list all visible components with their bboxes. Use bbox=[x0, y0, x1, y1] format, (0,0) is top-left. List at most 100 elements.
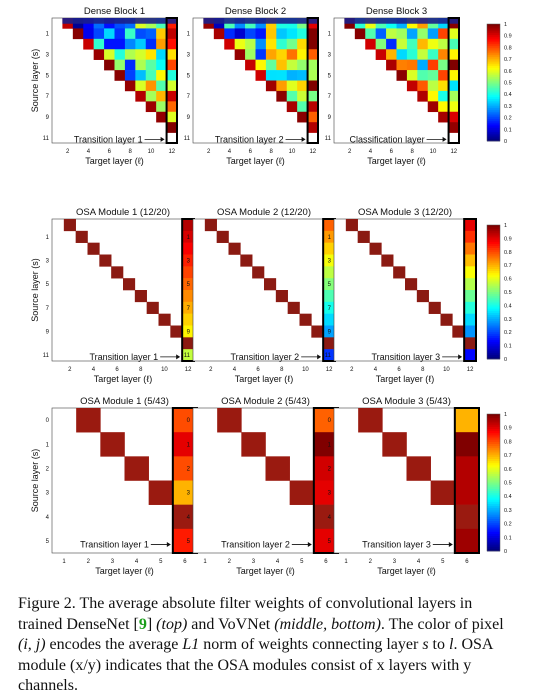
y-axis-label: Source layer (s) bbox=[30, 449, 40, 513]
heatmap-cell bbox=[396, 38, 408, 50]
colorbar-swatch bbox=[487, 44, 500, 47]
caption-text: and VoVNet bbox=[187, 615, 275, 633]
heatmap-cell bbox=[104, 38, 115, 50]
heatmap-cell bbox=[255, 28, 267, 40]
colorbar-swatch bbox=[487, 268, 500, 272]
colorbar-swatch bbox=[487, 71, 500, 74]
colorbar: 1 0.9 0.8 0.7 0.6 0.5 0.4 0.3 0.2 0.1 0 bbox=[486, 412, 512, 555]
heatmap-cell bbox=[323, 278, 336, 291]
y-tick-label: 11 bbox=[325, 136, 332, 142]
heatmap-cell bbox=[464, 278, 477, 291]
bottom-label: Classification layer bbox=[350, 134, 425, 144]
colorbar-swatch bbox=[487, 102, 500, 105]
colorbar-swatch bbox=[487, 319, 500, 322]
heatmap-cell bbox=[111, 266, 124, 279]
figure-row-2: OSA Module 1 (12/20) Transition layer 1 2 4… bbox=[30, 207, 512, 384]
colorbar-swatch bbox=[487, 439, 500, 443]
colorbar-swatch bbox=[487, 233, 500, 236]
colorbar-swatch bbox=[487, 126, 500, 129]
heatmap-cell bbox=[381, 254, 394, 267]
heatmap-cell bbox=[275, 290, 288, 303]
colorbar-swatch bbox=[487, 56, 500, 60]
colorbar-swatch bbox=[487, 302, 500, 305]
colorbar-swatch bbox=[487, 117, 500, 120]
heatmap-cell bbox=[145, 49, 157, 60]
x-tick-label: 5 bbox=[159, 559, 163, 565]
heatmap-cell bbox=[156, 111, 167, 123]
heatmap-cell bbox=[454, 528, 480, 554]
colorbar-swatch bbox=[487, 340, 500, 343]
colorbar-swatch bbox=[487, 264, 500, 268]
heatmap-cell bbox=[145, 90, 157, 102]
y-tick-label: 1 bbox=[187, 235, 191, 241]
heatmap-cell bbox=[286, 90, 298, 102]
colorbar-swatch bbox=[487, 66, 500, 69]
heatmap-cell bbox=[148, 480, 174, 505]
colorbar-swatch bbox=[487, 239, 500, 243]
colorbar-swatch bbox=[487, 250, 500, 253]
heatmap-cell bbox=[427, 38, 439, 50]
heatmap-cell bbox=[156, 59, 167, 71]
colorbar-swatch bbox=[487, 516, 500, 520]
heatmap-cell bbox=[265, 28, 277, 40]
colorbar-swatch bbox=[487, 133, 500, 136]
colorbar-swatch bbox=[487, 422, 500, 426]
y-tick-label: 9 bbox=[328, 115, 332, 121]
x-tick-label: 8 bbox=[128, 149, 132, 155]
colorbar-swatch bbox=[487, 298, 500, 301]
heatmap-cell bbox=[396, 28, 408, 40]
heatmap-cell bbox=[255, 38, 267, 50]
heatmap-cell bbox=[241, 432, 266, 457]
y-tick-label: 3 bbox=[46, 258, 50, 264]
colorbar-swatch bbox=[487, 55, 500, 58]
heatmap-cell bbox=[311, 325, 324, 338]
colorbar-swatch bbox=[487, 350, 500, 354]
label-arrowhead bbox=[166, 542, 171, 548]
heatmap-cell bbox=[286, 101, 298, 113]
colorbar-swatch bbox=[487, 266, 500, 270]
colorbar-swatch bbox=[487, 69, 500, 72]
colorbar-swatch bbox=[487, 122, 500, 125]
colorbar-swatch bbox=[487, 64, 500, 67]
panel-title: Dense Block 1 bbox=[84, 6, 145, 17]
heatmap-cell bbox=[396, 59, 408, 71]
colorbar-swatch bbox=[487, 252, 500, 255]
colorbar-tick-label: 0.6 bbox=[504, 467, 512, 473]
x-tick-label: 2 bbox=[228, 559, 232, 565]
citation-link[interactable]: 9 bbox=[138, 615, 147, 633]
label-arrowhead bbox=[301, 136, 306, 142]
panel-title: Dense Block 2 bbox=[225, 6, 286, 17]
heatmap-cell bbox=[145, 38, 157, 50]
colorbar-swatch bbox=[487, 352, 500, 356]
y-tick-label: 2 bbox=[187, 466, 191, 472]
heatmap-cell bbox=[438, 111, 449, 123]
caption-math: l bbox=[449, 636, 454, 653]
colorbar-swatch bbox=[487, 548, 500, 552]
y-tick-label: 0 bbox=[328, 418, 332, 424]
y-tick-label: 3 bbox=[328, 258, 332, 264]
heatmap-cell bbox=[234, 38, 246, 50]
colorbar-swatch bbox=[487, 260, 500, 264]
y-tick-label: 5 bbox=[328, 282, 332, 288]
colorbar-swatch bbox=[487, 510, 500, 513]
heatmap-cell bbox=[375, 28, 387, 40]
heatmap-cell bbox=[464, 313, 477, 326]
colorbar-swatch bbox=[487, 306, 500, 310]
heatmap-cell bbox=[448, 70, 460, 81]
heatmap-cell bbox=[382, 432, 407, 457]
colorbar-swatch bbox=[487, 348, 500, 352]
heatmap-cell bbox=[323, 290, 336, 303]
heatmap-cell bbox=[386, 38, 397, 50]
y-tick-label: 11 bbox=[43, 136, 50, 142]
colorbar-swatch bbox=[487, 441, 500, 445]
heatmap-cell bbox=[406, 28, 418, 40]
heatmap-cell bbox=[386, 28, 397, 40]
colorbar-swatch bbox=[487, 471, 500, 475]
colorbar-swatch bbox=[487, 287, 500, 291]
x-tick-label: 2 bbox=[209, 367, 213, 373]
y-tick-label: 2 bbox=[46, 466, 50, 472]
heatmap-cell bbox=[448, 59, 460, 71]
x-tick-label: 4 bbox=[369, 149, 373, 155]
bottom-label: Transition layer 1 bbox=[89, 352, 158, 362]
